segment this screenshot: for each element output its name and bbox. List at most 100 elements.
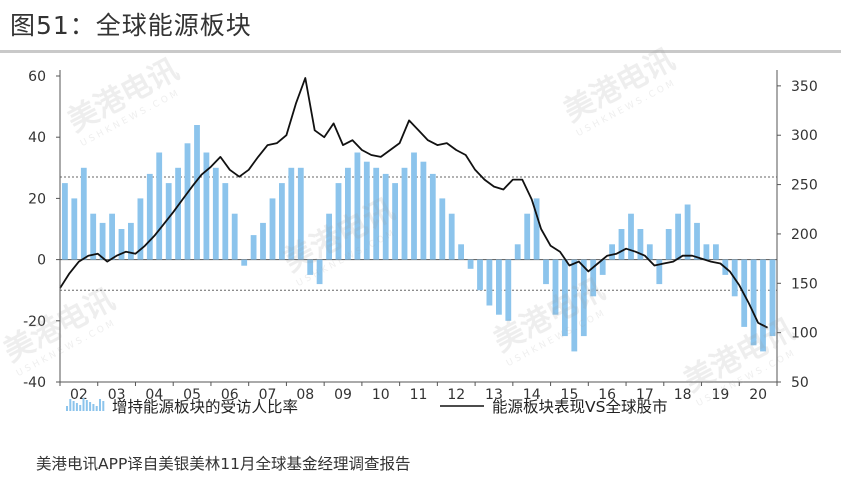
legend-bar-mark <box>92 404 95 411</box>
bar <box>458 244 464 260</box>
bar <box>80 167 87 260</box>
y-left-tick-label: -40 <box>23 375 46 391</box>
bar <box>109 213 115 260</box>
legend-bar-mark <box>79 405 82 411</box>
legend-bar-mark <box>75 403 78 411</box>
bar <box>222 183 229 260</box>
bar <box>656 259 663 285</box>
x-tick-label: 18 <box>674 387 692 403</box>
bar <box>99 222 106 260</box>
bar-series <box>62 125 776 352</box>
y-right-tick-label: 300 <box>791 128 818 144</box>
bar <box>250 235 257 260</box>
bar <box>637 229 644 260</box>
bar <box>316 259 323 285</box>
bar <box>71 198 78 260</box>
bar <box>137 198 144 260</box>
x-tick-label: 14 <box>523 387 541 403</box>
legend-bar-swatch <box>66 398 105 411</box>
bar <box>165 183 172 260</box>
bar <box>260 222 266 260</box>
legend-bar-mark <box>82 398 85 411</box>
x-tick-label: 11 <box>410 387 428 403</box>
bar <box>90 213 97 260</box>
y-right-tick-label: 250 <box>791 178 818 194</box>
y-left-tick-label: -20 <box>23 314 46 330</box>
x-tick-label: 20 <box>749 387 767 403</box>
bar <box>590 259 597 297</box>
x-tick-label: 13 <box>485 387 503 403</box>
bar <box>609 244 615 260</box>
bar <box>128 222 134 260</box>
bar <box>477 259 483 291</box>
x-tick-label: 15 <box>561 387 579 403</box>
x-tick-label: 09 <box>334 387 352 403</box>
bar <box>703 244 710 260</box>
x-tick-label: 17 <box>636 387 654 403</box>
legend-bar-mark <box>69 399 72 411</box>
performance-line <box>59 77 769 329</box>
x-tick-label: 19 <box>711 387 729 403</box>
bar <box>505 259 512 321</box>
bar <box>411 152 417 260</box>
bar <box>514 244 521 260</box>
line-series <box>59 77 769 329</box>
x-tick-label: 05 <box>183 387 201 403</box>
y-left-tick-label: 20 <box>28 191 46 207</box>
bar <box>203 152 210 260</box>
y-right-tick-label: 350 <box>791 79 818 95</box>
bar <box>175 167 181 260</box>
bar <box>345 167 351 260</box>
legend-line-label: 能源板块表现VS全球股市 <box>492 398 667 416</box>
source-note: 美港电讯APP译自美银美林11月全球基金经理调查报告 <box>36 455 411 473</box>
bar <box>769 259 776 337</box>
legend-bar-mark <box>66 406 68 411</box>
bar <box>543 259 549 285</box>
bar <box>646 244 653 260</box>
bar <box>628 213 634 260</box>
y-left-tick-label: 40 <box>28 130 46 146</box>
y-left-tick-label: 60 <box>28 69 46 85</box>
y-right-tick-label: 200 <box>791 227 818 243</box>
x-tick-label: 07 <box>259 387 277 403</box>
bar <box>62 183 68 260</box>
bar <box>373 167 380 260</box>
bar <box>269 198 276 260</box>
bar <box>241 259 248 266</box>
bar <box>760 259 766 352</box>
bar <box>448 213 455 260</box>
x-tick-label: 08 <box>296 387 314 403</box>
bar <box>694 222 700 260</box>
bar <box>279 183 285 260</box>
y-right-tick-label: 50 <box>791 375 809 391</box>
bar <box>713 244 719 260</box>
bar <box>194 125 200 260</box>
bar <box>599 259 606 275</box>
legend-bar-mark <box>89 402 92 411</box>
bar <box>552 259 559 315</box>
y-right-tick-label: 100 <box>791 326 818 342</box>
bar <box>467 259 474 269</box>
bar <box>212 167 219 260</box>
bar <box>429 173 436 260</box>
bar <box>146 173 153 260</box>
bar <box>618 229 625 260</box>
legend-bar-mark <box>102 401 105 411</box>
legend-bar-mark <box>95 406 98 411</box>
bar <box>486 259 493 306</box>
x-tick-label: 02 <box>70 387 88 403</box>
bar <box>524 213 531 260</box>
legend-bar-mark <box>85 400 88 411</box>
bar <box>750 259 757 346</box>
bar <box>401 167 408 260</box>
bar <box>533 198 540 260</box>
bar <box>184 143 191 260</box>
x-tick-label: 12 <box>447 387 465 403</box>
bar <box>580 259 587 337</box>
x-tick-label: 03 <box>108 387 126 403</box>
bar <box>665 229 672 260</box>
bar <box>288 167 295 260</box>
legend-bar-mark <box>72 401 75 411</box>
bar <box>439 198 446 260</box>
